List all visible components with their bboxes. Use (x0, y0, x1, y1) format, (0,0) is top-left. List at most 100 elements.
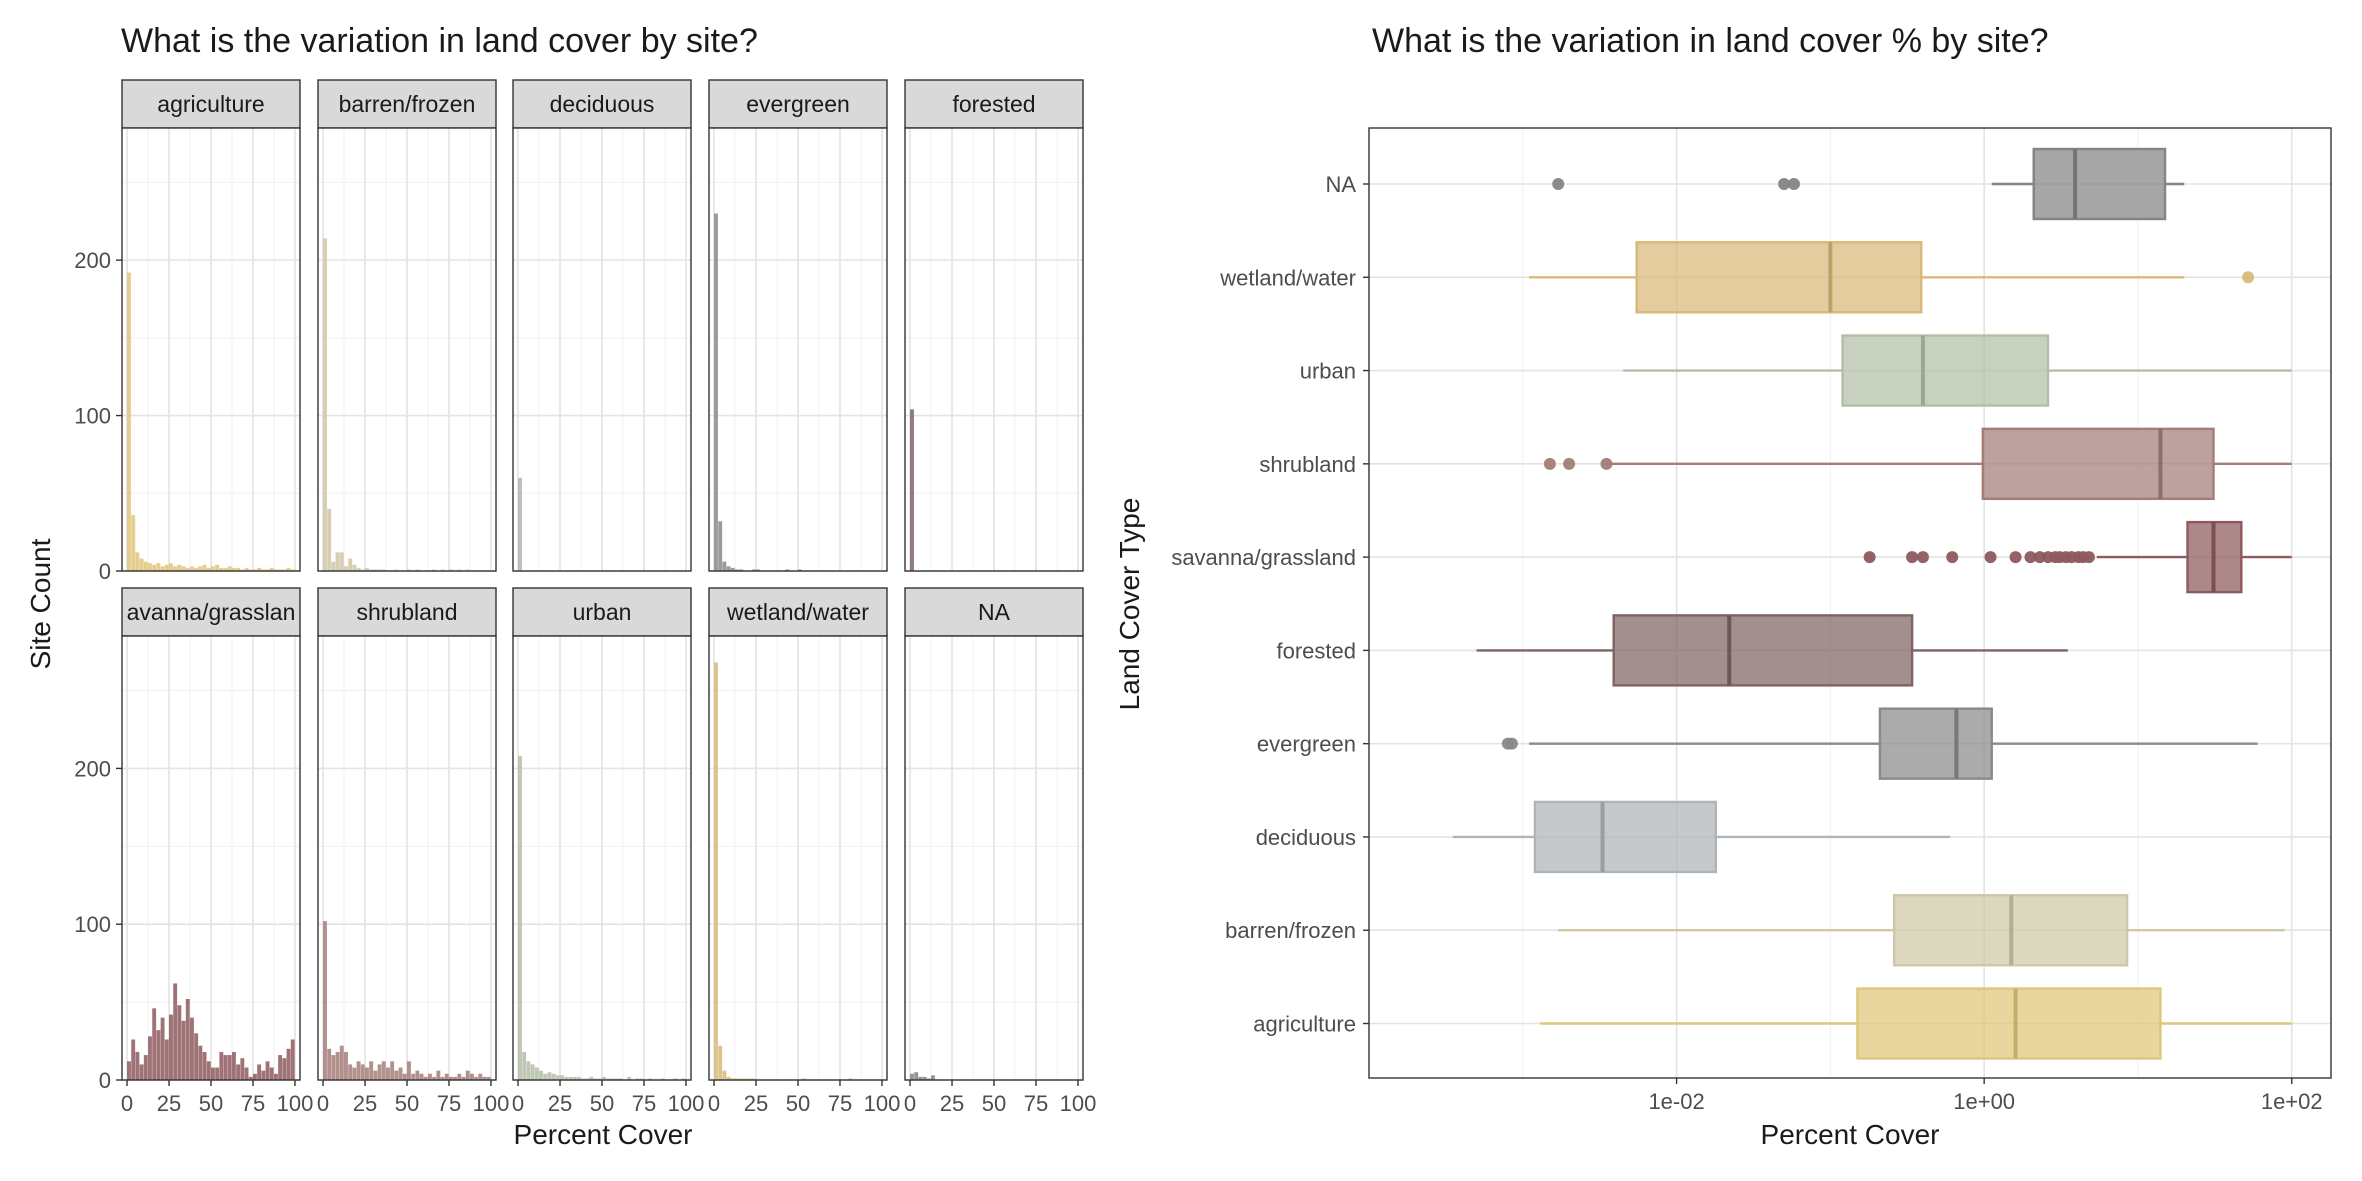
histogram-bar (282, 1058, 287, 1080)
histogram-bar (185, 998, 190, 1080)
histogram-bar (465, 569, 470, 571)
histogram-bar (756, 569, 760, 571)
histogram-bar (474, 1076, 479, 1080)
histogram-bar (181, 566, 186, 571)
histogram-bar (252, 1073, 257, 1080)
histogram-bar (156, 1030, 161, 1080)
histogram-bar (139, 558, 144, 571)
histogram-bar (530, 1064, 535, 1080)
histogram-bar (206, 567, 211, 571)
histogram-bar (444, 1073, 449, 1080)
box-iqr (1841, 334, 2050, 407)
facet-agriculture: agriculture 0 100 200 (74, 79, 301, 584)
x-tick-label: 0 (708, 1091, 720, 1116)
facet-panel-border (708, 127, 888, 572)
histogram-bar (164, 564, 169, 571)
histogram-bar (448, 569, 453, 571)
histogram-bar (331, 561, 336, 571)
histogram-bar (739, 569, 744, 571)
x-axis-title: Percent Cover (514, 1119, 693, 1150)
histogram-bar (627, 1076, 632, 1080)
facet-strip-label: urban (573, 599, 632, 625)
y-axis-title: Site Count (25, 538, 56, 669)
y-tick-label: 100 (74, 404, 111, 429)
y-tick-label: deciduous (1256, 825, 1356, 850)
facet-panel-border (121, 127, 301, 572)
histogram-bar (127, 1061, 131, 1080)
x-tick-label: 100 (864, 1091, 901, 1116)
histogram-bar (348, 1064, 353, 1080)
histogram-bar (751, 569, 756, 571)
histogram-bar (240, 569, 245, 571)
histogram-bar (593, 1078, 598, 1080)
facet-deciduous: deciduous (512, 79, 692, 572)
histogram-bar (211, 1067, 215, 1080)
y-tick-label: savanna/grassland (1171, 545, 1356, 570)
histogram-bar (461, 1076, 466, 1080)
x-tick-label: 0 (512, 1091, 524, 1116)
x-tick-label: 100 (277, 1091, 314, 1116)
facet-panel-border (317, 127, 497, 572)
histogram-bar (352, 564, 357, 571)
histogram-bar (918, 1076, 923, 1080)
histogram-bar (581, 1078, 585, 1080)
x-tick-label: 1e-02 (1648, 1089, 1704, 1114)
histogram-bar (543, 1073, 548, 1080)
x-tick-label: 25 (353, 1091, 377, 1116)
histogram-bar (148, 563, 152, 571)
outlier-point (1600, 457, 1613, 470)
right-chart-title: What is the variation in land cover % by… (1372, 22, 2049, 60)
histogram-bar (407, 569, 411, 571)
x-tick-label: 0 (121, 1091, 133, 1116)
histogram-bar (373, 1070, 378, 1080)
histogram-bar (181, 1020, 186, 1080)
histogram-bar (356, 1061, 361, 1080)
x-tick-label: 1e+00 (1953, 1089, 2015, 1114)
histogram-bar (339, 552, 344, 571)
box-iqr (1878, 707, 1993, 780)
x-tick-label: 75 (632, 1091, 656, 1116)
histogram-bar (335, 552, 340, 571)
histogram-bar (415, 1070, 420, 1080)
histogram-bar (747, 1078, 752, 1080)
histogram-bar (436, 1070, 441, 1080)
histogram-bar (440, 569, 445, 571)
histogram-bar (211, 566, 215, 571)
histogram-bar (369, 569, 374, 571)
histogram-bar (785, 569, 790, 571)
histogram-bar (202, 1051, 207, 1080)
histogram-bar (331, 1055, 336, 1080)
histogram-bar (802, 1078, 807, 1080)
histogram-bar (278, 1055, 283, 1080)
histogram-bar (576, 1076, 581, 1080)
histogram-bar (730, 1078, 735, 1080)
histogram-bar (169, 563, 173, 571)
y-tick-label: evergreen (1257, 732, 1356, 757)
outlier-point (1946, 551, 1959, 564)
x-tick-label: 25 (744, 1091, 768, 1116)
outlier-point (1906, 551, 1919, 564)
facet-strip-label: deciduous (550, 91, 655, 117)
x-tick-label: 75 (1024, 1091, 1048, 1116)
histogram-bar (177, 564, 182, 571)
histogram-bar (465, 1070, 470, 1080)
histogram-bar (156, 563, 161, 571)
facet-strip (317, 587, 497, 637)
histogram-bar (248, 1076, 253, 1080)
histogram-bar (290, 569, 295, 571)
histogram-bar (551, 1073, 556, 1080)
x-tick-label: 1e+02 (2261, 1089, 2323, 1114)
histogram-bar (194, 567, 199, 571)
histogram-bar (286, 1048, 291, 1080)
y-tick-label: shrubland (1259, 452, 1356, 477)
histogram-bar (240, 1058, 245, 1080)
histogram-bar (257, 1064, 262, 1080)
histogram-bar (339, 1045, 344, 1080)
histogram-bar (914, 1072, 919, 1080)
histogram-bar (432, 569, 437, 571)
histogram-bar (453, 1076, 458, 1080)
histogram-bar (286, 567, 291, 571)
histogram-bar (152, 564, 157, 571)
histogram-bar (423, 1076, 428, 1080)
y-tick-label: forested (1277, 638, 1357, 663)
